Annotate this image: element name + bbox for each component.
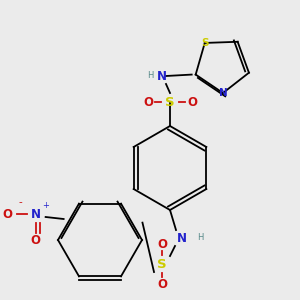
Text: H: H	[197, 233, 203, 242]
Text: -: -	[19, 197, 22, 207]
Text: +: +	[42, 202, 49, 211]
Text: O: O	[187, 95, 197, 109]
Text: N: N	[219, 88, 227, 98]
Text: O: O	[157, 278, 167, 290]
Text: N: N	[31, 208, 40, 220]
Text: N: N	[177, 232, 187, 244]
Text: S: S	[201, 38, 208, 48]
Text: N: N	[157, 70, 167, 83]
Text: H: H	[147, 71, 153, 80]
Text: O: O	[143, 95, 153, 109]
Text: S: S	[157, 257, 167, 271]
Text: O: O	[31, 233, 40, 247]
Text: S: S	[165, 95, 175, 109]
Text: O: O	[157, 238, 167, 250]
Text: O: O	[3, 208, 13, 220]
